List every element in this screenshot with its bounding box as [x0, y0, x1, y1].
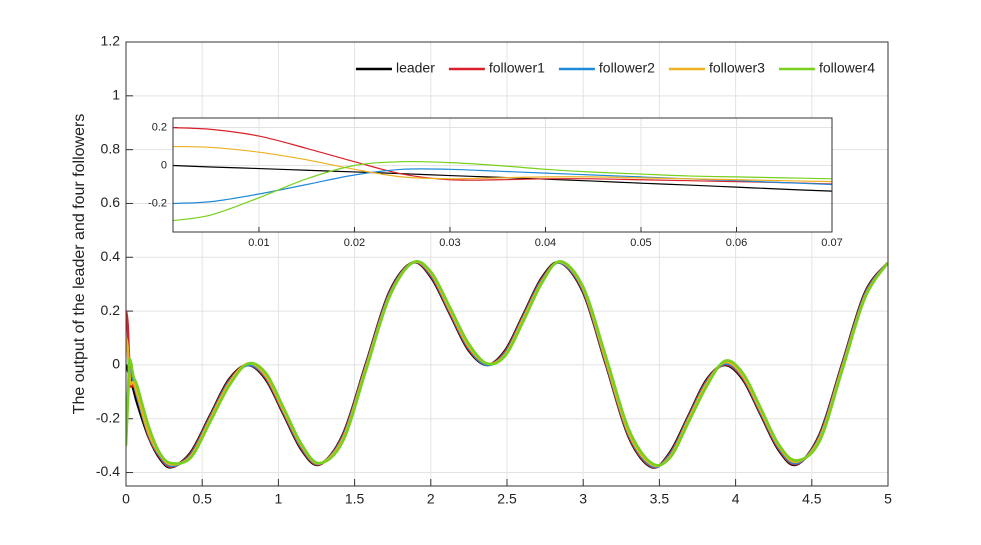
legend-label: follower4 — [819, 60, 875, 76]
y-tick-label: 0.2 — [152, 121, 167, 133]
y-tick-label: 0.2 — [101, 302, 121, 318]
y-tick-label: -0.4 — [96, 463, 120, 479]
y-tick-label: 0.4 — [101, 248, 121, 264]
y-tick-label: -0.2 — [96, 409, 120, 425]
y-tick-label: 0 — [161, 159, 167, 171]
x-tick-label: 1 — [275, 491, 283, 507]
y-tick-label: 0.6 — [101, 194, 121, 210]
x-tick-label: 0.07 — [821, 237, 842, 249]
y-axis-label: The output of the leader and four follow… — [71, 114, 88, 415]
x-tick-label: 1.5 — [345, 491, 365, 507]
axes-box — [172, 117, 833, 233]
x-tick-label: 0.03 — [439, 237, 460, 249]
axes-box — [125, 41, 889, 487]
series-line — [173, 160, 832, 222]
x-tick-label: 0.01 — [248, 237, 269, 249]
legend-label: leader — [396, 60, 435, 76]
series-line — [173, 168, 832, 205]
legend-label: follower2 — [599, 60, 655, 76]
x-tick-label: 3.5 — [650, 491, 670, 507]
x-tick-label: 0.04 — [535, 237, 556, 249]
series-line — [126, 259, 888, 467]
plot-area — [173, 127, 832, 222]
y-tick-label: 1 — [112, 87, 120, 103]
legend-label: follower1 — [489, 60, 545, 76]
y-tick-label: 0.8 — [101, 140, 121, 156]
y-tick-label: -0.2 — [148, 197, 167, 209]
x-tick-label: 0.5 — [192, 491, 212, 507]
x-tick-label: 0.02 — [344, 237, 365, 249]
x-tick-label: 0.06 — [726, 237, 747, 249]
y-tick-label: 1.2 — [101, 33, 121, 49]
plot-area — [126, 259, 888, 469]
legend-label: follower3 — [709, 60, 765, 76]
x-tick-label: 5 — [884, 491, 892, 507]
x-tick-label: 0 — [122, 491, 130, 507]
series-line — [173, 127, 832, 185]
series-line — [173, 145, 832, 183]
x-tick-label: 0.05 — [630, 237, 651, 249]
axes-background — [173, 118, 832, 232]
x-tick-label: 4 — [732, 491, 740, 507]
x-tick-label: 4.5 — [802, 491, 822, 507]
x-tick-label: 2.5 — [497, 491, 517, 507]
y-tick-label: 0 — [112, 356, 120, 372]
x-tick-label: 2 — [427, 491, 435, 507]
x-tick-label: 3 — [579, 491, 587, 507]
